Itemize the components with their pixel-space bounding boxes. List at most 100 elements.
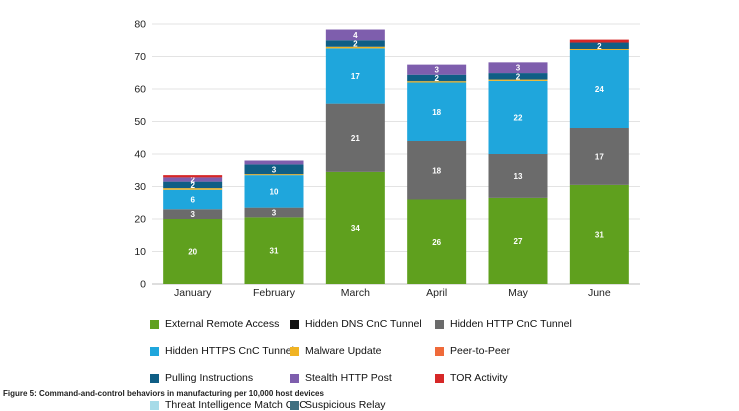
legend-label: TOR Activity: [450, 372, 508, 384]
bar-segment: [488, 154, 548, 198]
bar-segment: [325, 40, 385, 47]
data-label: 22: [514, 113, 523, 122]
bar-segment: [488, 80, 548, 154]
data-label: 3: [434, 66, 439, 75]
data-label: 18: [432, 108, 441, 117]
bar-segment: [325, 48, 385, 104]
legend-item: Stealth HTTP Post: [290, 372, 392, 384]
data-label: 17: [351, 72, 360, 81]
stacked-bar-chart: 01020304050607080203622January313103Febr…: [134, 19, 640, 299]
data-label: 21: [351, 134, 360, 143]
x-tick-label: May: [508, 287, 529, 299]
y-tick-label: 10: [134, 246, 146, 258]
legend-item: Hidden HTTP CnC Tunnel: [435, 318, 572, 330]
legend-label: Hidden DNS CnC Tunnel: [305, 318, 422, 330]
legend-swatch: [290, 373, 299, 383]
bar-segment: [488, 197, 548, 284]
data-label: 2: [190, 176, 195, 185]
x-tick-label: March: [341, 287, 370, 299]
data-label: 3: [272, 165, 277, 174]
bar-segment: [407, 199, 467, 284]
data-label: 2: [516, 72, 521, 81]
y-tick-label: 80: [134, 19, 146, 31]
data-label: 3: [190, 210, 195, 219]
data-label: 18: [432, 166, 441, 175]
bar-segment: [407, 81, 467, 83]
bar-segment: [163, 181, 223, 189]
data-label: 13: [514, 172, 523, 181]
bar-segment: [244, 175, 304, 208]
y-tick-label: 70: [134, 51, 146, 63]
bar-segment: [163, 219, 223, 284]
x-tick-label: June: [588, 287, 611, 299]
legend-item: Threat Intelligence Match CnC: [150, 399, 307, 411]
legend-label: Hidden HTTP CnC Tunnel: [450, 318, 572, 330]
x-tick-label: January: [174, 287, 212, 299]
y-tick-label: 50: [134, 116, 146, 128]
bar-segment: [407, 74, 467, 82]
bar-segment: [163, 175, 223, 178]
data-label: 24: [595, 85, 604, 94]
legend-item: Suspicious Relay: [290, 399, 386, 411]
legend-swatch: [435, 373, 444, 383]
bar-segment: [163, 188, 223, 190]
bar-segment: [163, 189, 223, 210]
bar-segment: [488, 62, 548, 74]
legend-swatch: [290, 319, 299, 329]
data-label: 2: [434, 74, 439, 83]
bar-segment: [488, 73, 548, 80]
bar-segment: [407, 64, 467, 75]
bar-segment: [407, 82, 467, 141]
bar-segment: [569, 39, 629, 43]
legend-swatch: [290, 346, 299, 356]
bar-segment: [569, 128, 629, 185]
legend-label: External Remote Access: [165, 318, 280, 330]
legend-item: TOR Activity: [435, 372, 508, 384]
y-tick-label: 20: [134, 214, 146, 226]
legend-label: Hidden HTTPS CnC Tunnel: [165, 345, 294, 357]
legend-swatch: [435, 346, 444, 356]
bar-segment: [488, 79, 548, 81]
legend-item: Hidden HTTPS CnC Tunnel: [150, 345, 294, 357]
y-tick-label: 40: [134, 149, 146, 161]
legend-swatch: [150, 319, 159, 329]
legend-label: Peer-to-Peer: [450, 345, 511, 357]
bar-segment: [407, 141, 467, 200]
y-tick-label: 0: [140, 279, 146, 291]
bar-segment: [325, 171, 385, 284]
bar-segment: [569, 50, 629, 128]
data-label: 3: [272, 209, 277, 218]
y-tick-label: 30: [134, 181, 146, 193]
legend-item: Pulling Instructions: [150, 372, 253, 384]
data-label: 26: [432, 238, 441, 247]
bar-segment: [325, 29, 385, 41]
bar-segment: [569, 42, 629, 50]
legend-swatch: [150, 346, 159, 356]
legend-swatch: [150, 400, 159, 410]
y-tick-label: 60: [134, 84, 146, 96]
legend-label: Stealth HTTP Post: [305, 372, 392, 384]
bar-segment: [163, 177, 223, 182]
bar-segment: [244, 207, 304, 218]
legend-swatch: [435, 319, 444, 329]
data-label: 34: [351, 224, 360, 233]
data-label: 2: [353, 40, 358, 49]
data-label: 31: [270, 247, 279, 256]
legend-label: Pulling Instructions: [165, 372, 254, 384]
figure-caption: Figure 5: Command-and-control behaviors …: [3, 389, 324, 398]
legend-item: Malware Update: [290, 345, 381, 357]
bar-segment: [325, 46, 385, 49]
x-tick-label: February: [253, 287, 296, 299]
data-label: 20: [188, 248, 197, 257]
bar-segment: [163, 209, 223, 219]
bar-segment: [244, 160, 304, 165]
bar-segment: [325, 103, 385, 172]
legend-swatch: [290, 400, 299, 410]
legend-label: Malware Update: [305, 345, 382, 357]
data-label: 2: [190, 181, 195, 190]
legend-item: Peer-to-Peer: [435, 345, 510, 357]
legend-label: Suspicious Relay: [305, 399, 386, 411]
data-label: 2: [597, 42, 602, 51]
bar-segment: [569, 184, 629, 284]
data-label: 17: [595, 152, 604, 161]
